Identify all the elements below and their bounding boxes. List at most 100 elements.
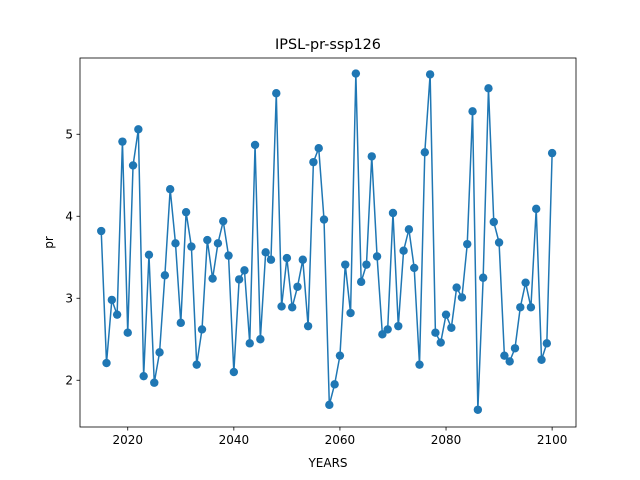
data-point — [97, 226, 106, 236]
series-line — [100, 72, 553, 411]
data-point — [410, 263, 419, 273]
data-point — [356, 277, 366, 287]
data-point — [256, 335, 265, 344]
data-point — [176, 318, 185, 328]
data-point — [319, 215, 329, 224]
data-point — [155, 348, 164, 357]
data-point — [250, 140, 260, 150]
y-axis-ticks: 2 3 4 5 — [65, 128, 80, 388]
data-point — [165, 185, 175, 194]
data-point — [208, 274, 217, 283]
data-point — [415, 360, 424, 369]
data-point — [309, 157, 318, 167]
x-tick-label: 2040 — [219, 433, 250, 447]
data-point — [431, 328, 440, 337]
data-point — [144, 250, 154, 259]
data-point — [441, 310, 451, 319]
data-point — [102, 358, 111, 368]
y-tick-label: 2 — [65, 374, 73, 388]
data-point — [341, 260, 350, 269]
data-point — [330, 380, 339, 389]
data-point — [399, 246, 408, 255]
data-point — [139, 371, 148, 381]
data-point — [298, 255, 307, 264]
data-point — [118, 137, 127, 146]
data-point — [192, 360, 201, 369]
y-tick-label: 3 — [65, 292, 73, 306]
data-point — [203, 235, 212, 245]
data-point — [346, 308, 355, 318]
data-point — [463, 239, 472, 249]
data-point — [484, 84, 493, 93]
data-point — [452, 283, 461, 292]
data-point — [224, 251, 233, 260]
data-point — [367, 152, 376, 161]
data-point — [489, 217, 498, 227]
y-tick-label: 4 — [65, 210, 73, 224]
data-point — [404, 225, 414, 234]
data-point — [478, 273, 488, 282]
data-point — [197, 325, 207, 334]
data-point — [494, 238, 504, 247]
x-tick-label: 2020 — [112, 433, 143, 447]
data-point — [128, 161, 138, 170]
data-point — [335, 351, 345, 360]
data-point — [187, 242, 196, 251]
data-point — [303, 321, 313, 331]
data-point — [240, 266, 249, 275]
data-point — [171, 239, 180, 248]
data-point — [394, 321, 403, 331]
data-point — [181, 207, 191, 217]
data-point — [447, 323, 456, 332]
y-tick-label: 5 — [65, 128, 73, 142]
data-point — [293, 282, 302, 291]
data-point — [282, 253, 292, 263]
data-point — [272, 89, 281, 98]
data-point — [516, 303, 525, 312]
data-point — [123, 328, 132, 337]
data-point — [383, 325, 392, 334]
data-point — [160, 271, 170, 280]
data-point — [150, 378, 159, 387]
data-point — [234, 275, 244, 284]
data-point — [277, 302, 286, 311]
data-point — [547, 148, 557, 158]
x-axis-ticks: 2020 2040 2060 2080 2100 — [112, 427, 567, 447]
data-point — [266, 255, 276, 264]
data-point — [351, 69, 361, 78]
data-point — [213, 239, 223, 248]
chart-title: IPSL-pr-ssp126 — [275, 37, 381, 53]
data-point — [500, 351, 509, 360]
data-point — [420, 148, 430, 157]
data-point — [537, 355, 546, 364]
data-point — [287, 303, 297, 312]
data-point — [378, 330, 387, 339]
data-point — [112, 310, 122, 319]
x-tick-label: 2060 — [325, 433, 356, 447]
data-point — [314, 144, 323, 153]
data-point — [372, 252, 382, 261]
data-point — [521, 278, 530, 287]
series-layer — [97, 69, 557, 414]
data-point — [325, 400, 334, 410]
data-point — [457, 293, 467, 302]
y-axis-label: pr — [42, 236, 56, 249]
data-point — [245, 339, 254, 348]
data-point — [261, 248, 270, 257]
x-tick-label: 2080 — [431, 433, 462, 447]
data-point — [134, 125, 143, 134]
data-point — [468, 107, 477, 116]
data-point — [505, 357, 514, 366]
data-point — [510, 344, 520, 353]
data-point — [473, 405, 483, 414]
data-point — [229, 367, 239, 377]
data-point — [436, 338, 445, 347]
x-tick-label: 2100 — [537, 433, 568, 447]
plot-frame — [79, 57, 577, 428]
x-axis-label: YEARS — [307, 456, 347, 470]
data-point — [542, 339, 552, 348]
data-point — [107, 295, 117, 305]
data-point — [219, 216, 228, 226]
